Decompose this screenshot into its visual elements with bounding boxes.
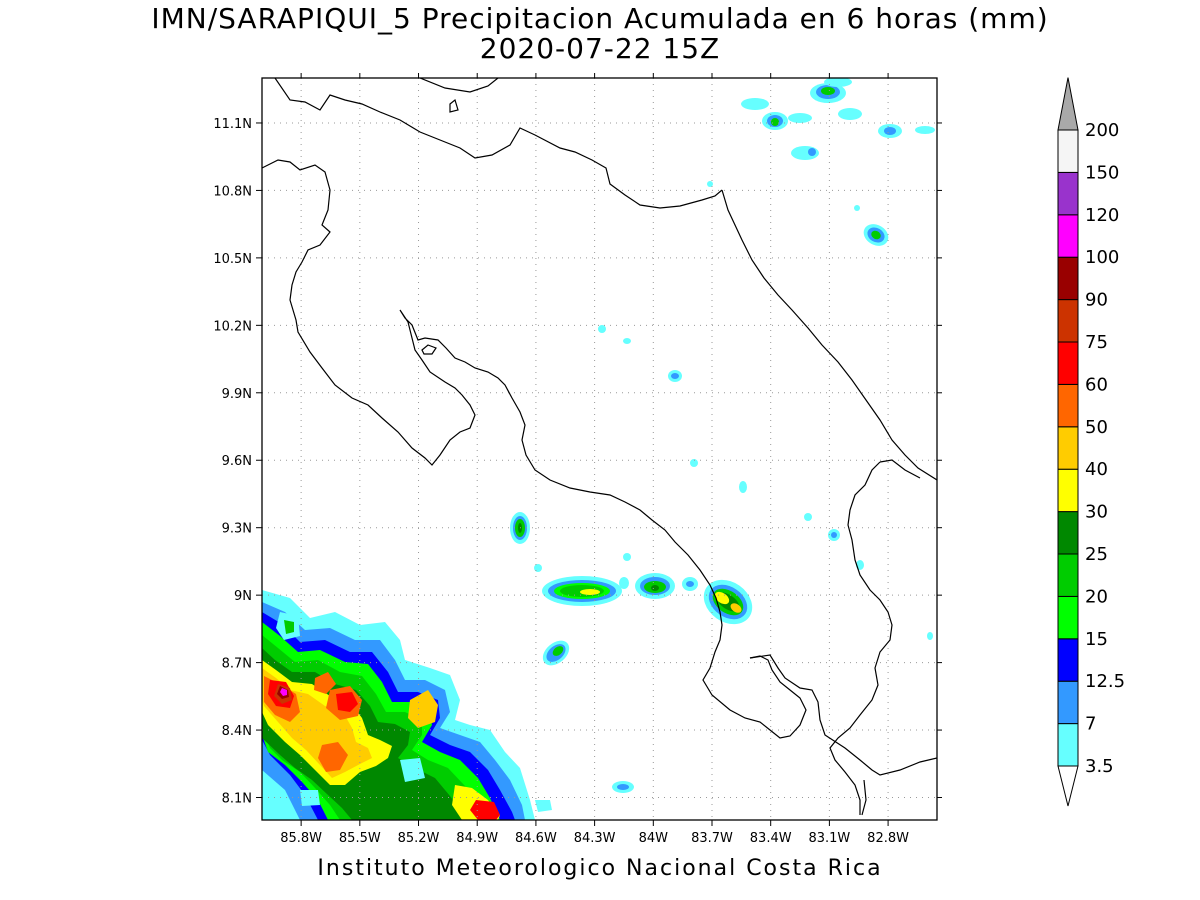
lon-tick-label: 85.2W xyxy=(398,831,440,846)
colorbar-swatch xyxy=(1057,723,1079,767)
nicoya-island xyxy=(421,344,437,355)
colorbar-label: 20 xyxy=(1085,586,1108,607)
lon-tick-label: 84.3W xyxy=(574,831,616,846)
map-frame xyxy=(261,77,938,821)
colorbar-swatch xyxy=(1057,468,1079,513)
osa-peninsula xyxy=(749,654,937,776)
coastlines xyxy=(262,78,937,816)
nicaragua-lake-shore xyxy=(419,78,499,93)
lat-tick-label: 9.9N xyxy=(222,387,252,402)
lat-tick-label: 9.6N xyxy=(222,454,252,469)
lat-tick-label: 11.1N xyxy=(213,117,252,132)
panama-border xyxy=(829,461,893,815)
pacific-coast-north xyxy=(262,159,807,739)
colorbar-label: 40 xyxy=(1085,459,1108,480)
map-title: IMN/SARAPIQUI_5 Precipitacion Acumulada … xyxy=(151,2,1049,35)
colorbar-label: 7 xyxy=(1085,714,1096,735)
lon-tick-label: 85.5W xyxy=(339,831,381,846)
colorbar-label: 3.5 xyxy=(1085,756,1114,777)
caribbean-coast xyxy=(721,189,937,481)
colorbar-swatch xyxy=(1057,256,1079,301)
small-island xyxy=(449,98,459,113)
colorbar-bottom-arrow xyxy=(1057,765,1079,807)
colorbar-swatch xyxy=(1057,383,1079,428)
lat-tick-label: 9N xyxy=(234,589,252,604)
rain-area-southwest xyxy=(262,590,552,820)
lat-tick-label: 8.1N xyxy=(222,792,252,807)
lat-tick-label: 8.7N xyxy=(222,657,252,672)
colorbar-swatch xyxy=(1057,299,1079,343)
colorbar-label: 12.5 xyxy=(1085,671,1125,692)
colorbar: 3.5 7 12.5 15 20 25 30 40 50 60 75 90 100 120 150 200 xyxy=(1057,77,1125,807)
map-subtitle: 2020-07-22 15Z xyxy=(479,32,721,65)
colorbar-swatch xyxy=(1057,214,1079,258)
colorbar-swatch xyxy=(1057,638,1079,682)
colorbar-label: 15 xyxy=(1085,629,1108,650)
colorbar-label: 90 xyxy=(1085,290,1108,311)
lon-tick-label: 84.6W xyxy=(515,831,557,846)
lat-tick-label: 9.3N xyxy=(222,522,252,537)
colorbar-label: 50 xyxy=(1085,417,1108,438)
colorbar-swatch xyxy=(1057,511,1079,555)
colorbar-label: 25 xyxy=(1085,544,1108,565)
colorbar-label: 120 xyxy=(1085,205,1119,226)
lat-tick-label: 8.4N xyxy=(222,724,252,739)
lon-tick-label: 84.9W xyxy=(456,831,498,846)
colorbar-label: 60 xyxy=(1085,374,1108,395)
footer-credit: Instituto Meteorologico Nacional Costa R… xyxy=(317,856,883,881)
colorbar-top-arrow xyxy=(1057,77,1079,131)
colorbar-label: 150 xyxy=(1085,162,1119,183)
colorbar-swatch xyxy=(1057,129,1079,173)
lon-tick-label: 83.4W xyxy=(750,831,792,846)
precipitation-field xyxy=(262,78,935,820)
colorbar-label: 100 xyxy=(1085,247,1119,268)
lon-tick-label: 83.1W xyxy=(808,831,850,846)
colorbar-label: 200 xyxy=(1085,120,1119,141)
lat-tick-label: 10.5N xyxy=(213,252,252,267)
nicaragua-border xyxy=(274,78,723,209)
panama-coast-south xyxy=(861,779,867,816)
latitude-axis: 8.1N 8.4N 8.7N 9N 9.3N 9.6N 9.9N 10.2N 10.5N 10.8… xyxy=(213,117,942,807)
colorbar-swatch xyxy=(1057,553,1079,597)
lon-tick-label: 83.7W xyxy=(691,831,733,846)
colorbar-label: 30 xyxy=(1085,502,1108,523)
colorbar-swatch xyxy=(1057,171,1079,216)
lon-tick-label: 85.8W xyxy=(280,831,322,846)
map-gridlines xyxy=(262,78,937,820)
lat-tick-label: 10.8N xyxy=(213,184,252,199)
lat-tick-label: 10.2N xyxy=(213,319,252,334)
rain-cells xyxy=(510,78,935,793)
longitude-axis: 85.8W 85.5W 85.2W 84.9W 84.6W 84.3W 84W 83.7W 83… xyxy=(280,73,909,846)
lon-tick-label: 82.8W xyxy=(867,831,909,846)
colorbar-swatch xyxy=(1057,341,1079,385)
colorbar-swatch xyxy=(1057,426,1079,470)
colorbar-label: 75 xyxy=(1085,332,1108,353)
colorbar-swatch xyxy=(1057,595,1079,640)
colorbar-swatch xyxy=(1057,680,1079,725)
lon-tick-label: 84W xyxy=(639,831,669,846)
panama-east xyxy=(879,459,921,479)
